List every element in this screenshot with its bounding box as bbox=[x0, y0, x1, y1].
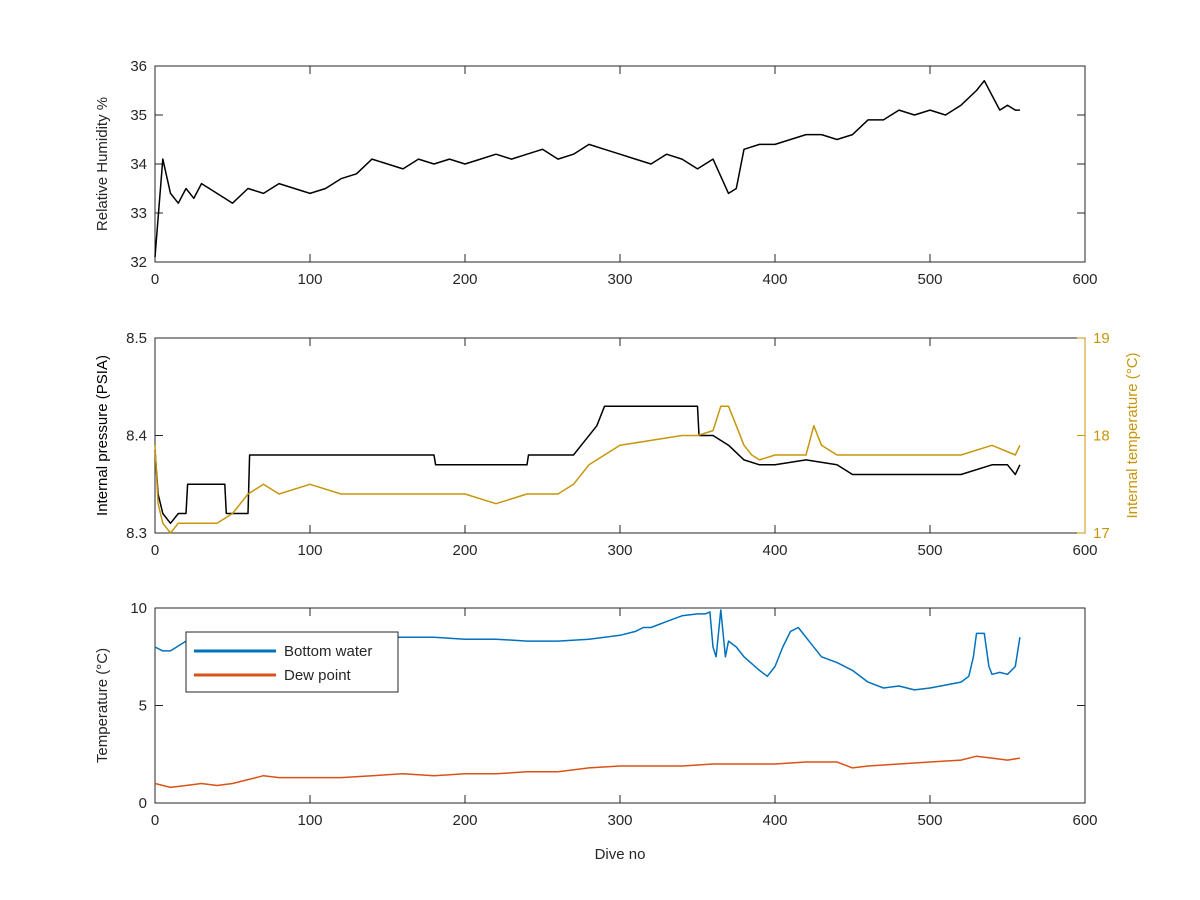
y-tick-label: 0 bbox=[139, 795, 147, 812]
x-axis-label: Dive no bbox=[595, 846, 646, 863]
y-tick-label: 5 bbox=[139, 698, 147, 715]
pressure-temperature-panel: 0 100 200 300 400 500 600 8.3 8.4 8.5 17 18 19 Intern… bbox=[94, 330, 1141, 559]
legend-box bbox=[185, 631, 399, 693]
series-line-1 bbox=[154, 755, 1021, 789]
humidity-panel: 0 100 200 300 400 500 600 32 33 34 35 36 Relative Hu… bbox=[94, 58, 1098, 288]
x-tick-label: 0 bbox=[151, 812, 159, 829]
x-tick-label: 600 bbox=[1072, 812, 1097, 829]
x-tick-label: 200 bbox=[452, 271, 477, 288]
x-tick-label: 200 bbox=[452, 542, 477, 559]
series-line-0 bbox=[154, 405, 1021, 525]
x-tick-label: 100 bbox=[297, 271, 322, 288]
y-tick-label-right: 19 bbox=[1093, 330, 1110, 347]
y-axis-label: Internal pressure (PSIA) bbox=[94, 355, 111, 516]
y-tick-label: 36 bbox=[130, 58, 147, 75]
y-tick-label: 10 bbox=[130, 600, 147, 617]
x-tick-label: 600 bbox=[1072, 542, 1097, 559]
axes-box bbox=[154, 65, 1086, 263]
x-tick-label: 400 bbox=[762, 542, 787, 559]
x-tick-label: 600 bbox=[1072, 271, 1097, 288]
y-tick-label: 35 bbox=[130, 107, 147, 124]
x-tick-label: 300 bbox=[607, 542, 632, 559]
y-tick-label-right: 18 bbox=[1093, 428, 1110, 445]
x-tick-label: 400 bbox=[762, 812, 787, 829]
series-line-0 bbox=[154, 79, 1020, 258]
water-dewpoint-panel: 0 100 200 300 400 500 600 0 5 10 Temperature (°C) D… bbox=[94, 600, 1098, 863]
y-axis-label: Temperature (°C) bbox=[94, 648, 111, 763]
y-tick-label-right: 17 bbox=[1093, 525, 1110, 542]
x-tick-label: 300 bbox=[607, 812, 632, 829]
legend-label: Dew point bbox=[284, 667, 352, 684]
y-tick-label: 8.4 bbox=[126, 428, 147, 445]
legend-label: Bottom water bbox=[284, 643, 372, 660]
x-tick-label: 500 bbox=[917, 812, 942, 829]
series-line-1 bbox=[154, 405, 1021, 534]
x-tick-label: 400 bbox=[762, 271, 787, 288]
axes-box bbox=[154, 337, 1086, 534]
x-tick-label: 100 bbox=[297, 542, 322, 559]
y-tick-label: 32 bbox=[130, 254, 147, 271]
x-tick-label: 300 bbox=[607, 271, 632, 288]
x-tick-label: 100 bbox=[297, 812, 322, 829]
y-tick-label: 8.3 bbox=[126, 525, 147, 542]
y-axis-label-right: Internal temperature (°C) bbox=[1124, 352, 1141, 518]
x-tick-label: 200 bbox=[452, 812, 477, 829]
x-tick-label: 500 bbox=[917, 271, 942, 288]
x-tick-label: 0 bbox=[151, 542, 159, 559]
y-tick-label: 34 bbox=[130, 156, 147, 173]
y-tick-label: 33 bbox=[130, 205, 147, 222]
x-tick-label: 500 bbox=[917, 542, 942, 559]
y-tick-label: 8.5 bbox=[126, 330, 147, 347]
x-tick-label: 0 bbox=[151, 271, 159, 288]
y-axis-label: Relative Humidity % bbox=[94, 97, 111, 231]
